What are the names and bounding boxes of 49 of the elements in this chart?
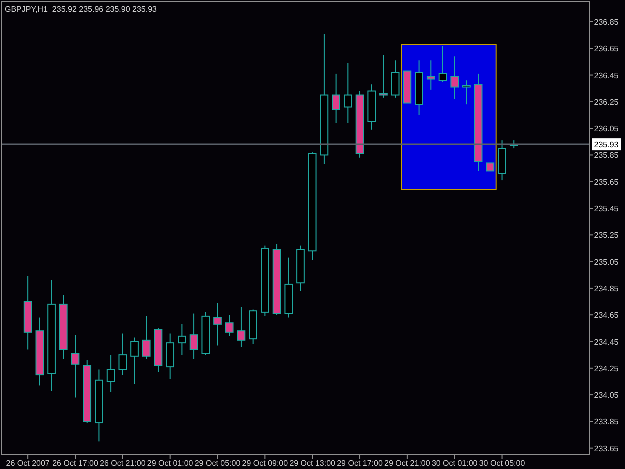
y-tick-label: 234.65 [594, 311, 620, 320]
x-tick-label: 26 Oct 21:00 [100, 459, 146, 468]
candlestick [344, 62, 352, 124]
candlestick [237, 306, 246, 348]
candlestick [450, 56, 460, 100]
y-tick-label: 236.45 [594, 71, 620, 80]
y-tick-label: 235.45 [594, 204, 620, 214]
candlestick [71, 334, 80, 398]
y-tick-label: 234.85 [594, 284, 620, 294]
x-tick-label: 29 Oct 09:00 [242, 459, 289, 468]
x-tick-label: 29 Oct 01:00 [147, 459, 194, 468]
y-tick-label: 234.25 [594, 364, 620, 374]
ref-line-label: 235.93 [594, 140, 620, 150]
y-tick-label: 236.25 [594, 98, 620, 107]
y-tick-label: 236.85 [594, 18, 620, 27]
y-tick-label: 236.65 [594, 44, 620, 54]
x-tick-label: 29 Oct 05:00 [194, 459, 242, 468]
candlestick [178, 324, 186, 356]
y-tick-label: 235.65 [594, 178, 620, 187]
y-tick-label: 234.45 [594, 338, 620, 347]
candlestick [130, 337, 139, 385]
candlestick [166, 333, 175, 380]
candlestick [225, 314, 234, 337]
candlestick [106, 354, 116, 393]
x-tick-label: 29 Oct 21:00 [384, 459, 431, 468]
y-tick-label: 235.05 [594, 258, 620, 267]
candlestick [438, 45, 448, 82]
candlestick [380, 54, 388, 98]
y-tick-label: 233.85 [594, 418, 620, 427]
y-tick-label: 235.25 [594, 231, 620, 240]
candlestick [462, 80, 471, 106]
x-tick-label: 30 Oct 01:00 [432, 459, 478, 468]
candlestick [426, 60, 436, 90]
candlestick [190, 313, 198, 360]
y-tick-label: 235.85 [594, 151, 620, 160]
chart-title: GBPJPY,H1 235.92 235.96 235.90 235.93 [5, 5, 158, 14]
y-tick-label: 234.05 [594, 391, 620, 400]
x-tick-label: 26 Oct 17:00 [52, 459, 99, 468]
candlestick [142, 316, 151, 360]
x-tick-label: 30 Oct 05:00 [479, 459, 526, 468]
x-tick-label: 29 Oct 13:00 [290, 459, 336, 468]
candlestick [391, 60, 400, 98]
y-tick-label: 233.65 [594, 444, 620, 454]
candlestick [214, 302, 222, 346]
candlestick [332, 73, 340, 124]
x-tick-label: 26 Oct 2007 [6, 459, 50, 468]
y-tick-label: 236.05 [594, 124, 620, 134]
x-tick-label: 29 Oct 17:00 [337, 459, 384, 468]
candlestick [118, 333, 128, 376]
